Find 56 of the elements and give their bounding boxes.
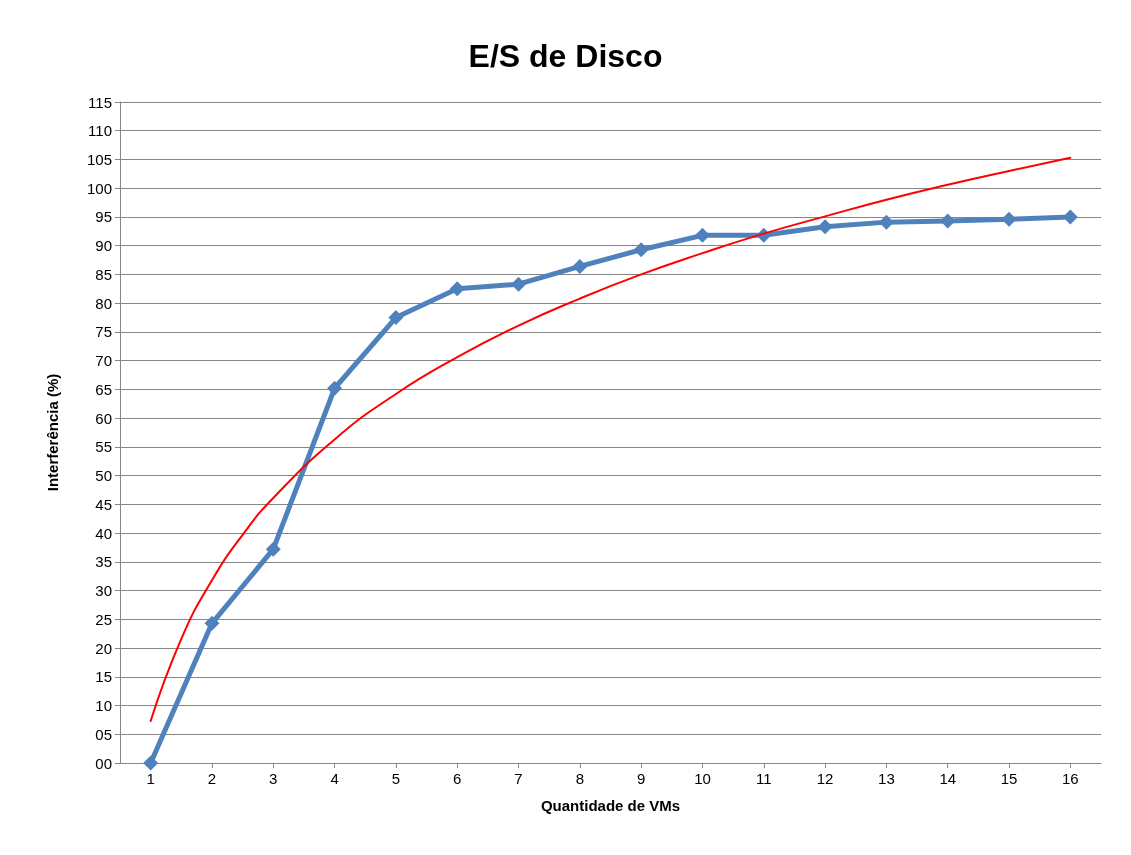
y-tick-label: 70 [95,352,112,370]
point [694,227,710,243]
x-tick-label: 10 [694,770,711,787]
point [388,310,404,326]
x-tick-label: 6 [453,770,462,787]
y-tick-label: 100 [86,179,112,197]
x-tick-label: 9 [636,770,646,787]
x-tick-label: 2 [207,770,217,787]
y-tick-label: 115 [88,93,112,111]
y-tick-label: 05 [95,725,112,743]
x-tick-label: 12 [816,770,834,787]
point [204,615,220,631]
y-tick-label: 50 [95,467,112,485]
y-tick-label: 20 [95,639,112,657]
y-tick-label: 60 [95,409,112,427]
x-tick-label: 11 [755,770,772,787]
x-tick-label: 13 [878,770,895,787]
x-axis-title: Quantidade de VMs [540,797,681,814]
y-tick-label: 55 [95,438,112,456]
point [817,219,833,235]
x-tick-label: 5 [391,770,401,787]
y-tick-label: 75 [95,323,112,341]
x-tick-label: 15 [1000,770,1018,787]
y-tick-label: 45 [95,495,112,513]
y-tick-label: 00 [95,754,112,772]
point [572,258,588,274]
y-tick-label: 35 [95,553,112,571]
chart-title: E/S de Disco [468,38,663,74]
y-tick-label: 15 [95,668,112,686]
x-tick-label: 7 [514,770,523,787]
line-series [149,156,1072,723]
x-tick-label: 4 [330,770,339,787]
point [265,541,281,557]
y-tick-label: 85 [95,265,112,283]
y-tick-label: 25 [95,610,112,628]
point [511,276,527,292]
y-tick-label: 10 [95,697,112,715]
y-tick-label: 95 [95,208,112,226]
x-tick-label: 14 [939,770,957,787]
x-tick-label: 1 [146,770,155,787]
y-tick-label: 30 [95,582,112,600]
x-tick-label: 3 [269,770,278,787]
y-tick-label: 40 [95,524,112,542]
x-tick-label: 16 [1062,770,1079,787]
y-tick-label: 65 [95,380,112,398]
point [633,242,649,258]
y-tick-label: 110 [88,122,112,140]
point [143,755,159,771]
y-tick-label: 90 [95,237,112,255]
point [449,281,465,297]
x-tick-label: 8 [575,770,585,787]
point [327,380,343,396]
y-tick-label: 80 [95,294,112,312]
y-axis-title: Interferência (%) [44,373,61,492]
y-tick-label: 105 [86,150,112,168]
point [878,214,894,230]
